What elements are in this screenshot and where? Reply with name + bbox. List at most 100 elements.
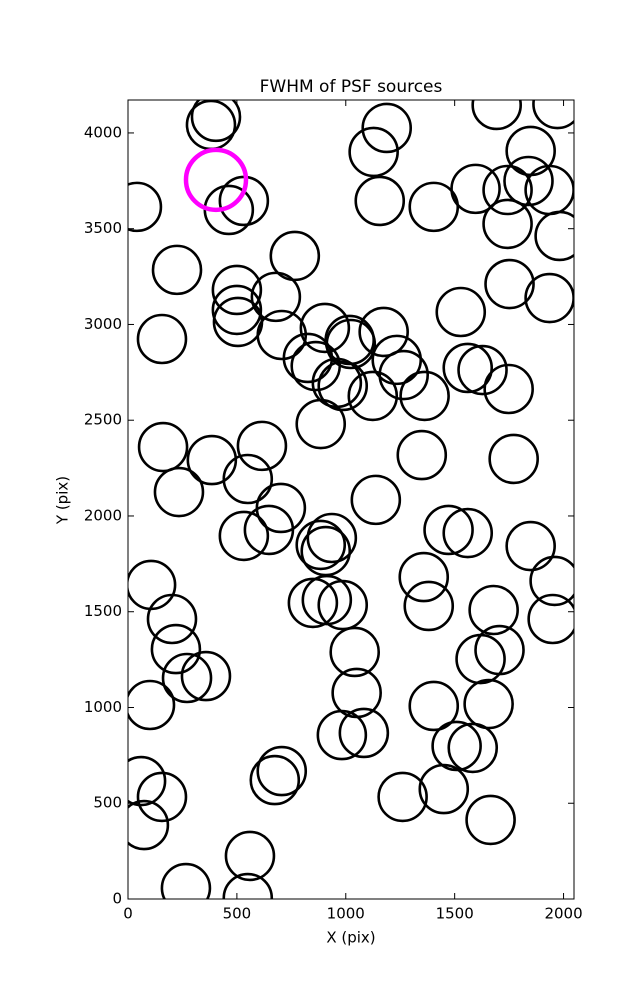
highlight-circle [183,147,249,213]
source-circle [484,258,535,310]
source-circle [358,306,409,358]
source-circle [287,577,339,629]
source-circle [128,755,167,807]
source-circle [471,100,522,131]
source-circle [348,126,399,178]
source-circle [186,434,238,486]
source-circle [190,100,242,143]
source-circle [338,707,390,759]
source-circle [306,512,358,564]
source-circle [450,163,501,215]
source-circle [295,519,347,571]
source-circle [317,579,369,631]
source-circle [442,507,494,559]
source-circle [377,771,428,823]
x-tick-label: 1500 [436,905,474,923]
source-circle [317,360,369,412]
x-tick-label: 2000 [544,905,582,923]
source-circle [222,453,274,505]
source-circle [534,210,574,262]
source-circle [128,679,176,731]
source-circle [151,244,203,296]
source-circle [532,100,574,130]
source-circle [137,421,189,473]
source-circle [396,429,448,481]
source-circle [295,398,347,450]
source-circle [243,504,295,556]
source-circle [505,520,556,572]
y-tick-label: 1000 [84,698,122,716]
y-tick-label: 500 [93,794,122,812]
source-circle [399,370,450,422]
x-tick-label: 500 [223,905,252,923]
source-circle [160,862,212,899]
source-circle [236,420,288,472]
source-circle [488,433,539,485]
source-circle [146,593,198,645]
axes-frame [127,99,575,900]
source-circle [347,370,399,422]
y-axis-label: Y (pix) [54,476,72,525]
source-circle [299,302,351,354]
source-circle [250,271,302,323]
source-circle [153,466,205,518]
source-circle [211,264,263,316]
source-circle [256,745,308,797]
source-circle [211,284,263,336]
source-circle [468,584,519,636]
source-circle [403,580,455,632]
y-tick-label: 4000 [84,123,122,141]
source-circle [482,164,533,216]
source-circle [482,198,533,250]
source-circle [249,754,301,806]
source-circle [290,340,342,392]
source-circle [180,650,232,702]
source-circle [128,181,163,233]
source-circle [457,344,508,396]
y-tick-label: 3000 [84,315,122,333]
x-tick-label: 1000 [327,905,365,923]
source-circle [408,680,460,732]
y-tick-label: 2500 [84,411,122,429]
source-circle [222,872,274,899]
source-circle [361,102,413,154]
x-axis-label: X (pix) [326,929,375,947]
source-circle [218,510,270,562]
source-circle [136,313,188,365]
source-circle [483,363,534,415]
source-circle [465,794,516,846]
y-tick-label: 1500 [84,602,122,620]
source-circle [136,771,188,823]
y-tick-label: 2000 [84,506,122,524]
source-circle [282,332,334,384]
source-circle [329,626,381,678]
source-circle [423,504,474,556]
source-circle [378,349,430,401]
source-circle [150,623,202,675]
x-tick-label: 0 [123,905,133,923]
source-circle [527,593,574,645]
source-circle [350,474,402,526]
source-circle [161,652,213,704]
plot-area [128,100,574,899]
y-tick-label: 3500 [84,219,122,237]
source-circle [354,175,406,227]
source-circle [316,709,368,761]
source-circle [447,722,499,774]
source-circle [435,286,487,338]
source-circle [474,624,525,676]
source-circle [503,155,554,207]
source-circle [224,830,276,882]
chart-title: FWHM of PSF sources [260,77,443,97]
source-circle [463,678,514,730]
source-circle [408,181,460,233]
source-circle [269,230,321,282]
y-tick-label: 0 [112,890,122,908]
source-circle [128,799,170,851]
source-circle [529,555,574,607]
source-circle [442,342,494,394]
source-circle [418,763,470,815]
source-circle [398,551,450,603]
